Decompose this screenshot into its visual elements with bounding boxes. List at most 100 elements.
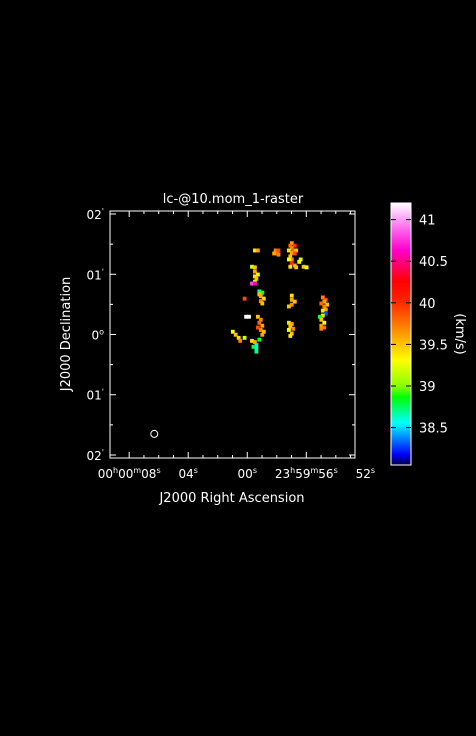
raster-pixel [244,314,248,319]
raster-pixel [319,326,324,331]
raster-pixel [288,254,293,259]
raster-pixel [319,317,324,322]
colorbar-ticks: 38.5 39 39.5 40 40.5 41 [391,214,448,437]
raster-pixel [289,297,294,302]
raster-pixel [250,281,254,286]
raster-pixel [289,322,294,326]
raster-pixel [289,246,294,250]
raster-pixel [250,264,254,269]
raster-pixel [322,325,327,330]
raster-pixel [250,338,254,343]
raster-pixel [260,290,265,295]
raster-pixel [291,248,296,253]
raster-pixel [276,252,281,257]
raster-pixel [260,332,265,337]
y-tick-label: 02' [87,207,104,222]
raster-pixel [323,307,328,312]
raster-pixel [322,299,327,304]
raster-pixel [289,331,294,336]
raster-pixel [319,301,324,306]
raster-pixel [294,265,299,270]
raster-pixel [254,349,259,354]
raster-pixel [256,314,260,319]
raster-pixel [276,248,281,253]
x-tick-label: 04s [178,466,197,481]
raster-pixel [260,323,265,328]
axis-ticks [110,211,355,458]
raster-pixel [287,328,291,332]
raster-pixel [233,332,238,337]
x-tick-labels: 00h00m08s 04s 00s 23h59m56s 52s [98,466,375,481]
colorbar-tick-label: 40.5 [419,255,448,270]
raster-pixel [292,299,297,304]
x-tick-label: 23h59m56s [275,466,338,481]
raster-pixel [256,325,260,330]
raster-pixel [236,335,241,340]
raster-pixel [260,301,265,306]
raster-pixel [258,328,263,332]
raster-pixel [289,293,294,298]
raster-pixel [253,281,257,286]
raster-pixel [256,248,260,253]
raster-pixel [242,296,247,301]
raster-pixel [258,294,263,299]
raster-pixel [291,326,296,331]
colorbar-tick-label: 39.5 [419,338,448,353]
raster-pixel [287,320,291,325]
raster-pixel [289,302,294,307]
raster-pixel [288,324,293,329]
raster-pixel [254,346,259,351]
raster-pixel [261,296,266,301]
raster-pixel [294,248,299,253]
raster-pixel [322,320,327,325]
raster-pixel [272,251,276,256]
raster-pixel [287,304,291,309]
colorbar-tick-label: 38.5 [419,422,448,437]
raster-pixel [253,248,257,253]
raster-pixel [258,299,263,303]
raster-pixel [273,248,278,253]
y-tick-label: 0o [91,328,104,343]
x-tick-label: 00s [238,466,257,481]
colorbar-tick-label: 41 [419,214,436,229]
raster-pixel [301,264,306,269]
raster-pixel [257,337,262,342]
raster-pixel [256,272,260,277]
raster-pixel [289,257,294,262]
raster-pixel [257,289,262,294]
raster-pixel [289,261,294,266]
raster-pixel [287,248,291,253]
raster-pixel [242,335,247,340]
raster-pixel [257,320,262,325]
raster-pixel [288,264,293,269]
raster-pixel [258,317,263,322]
raster-pixel [251,344,256,349]
raster-pixel [253,340,257,344]
raster-pixels [230,241,330,354]
chart-title: lc-@10.mom_1-raster [163,192,304,207]
raster-pixel [304,265,309,270]
raster-pixel [318,314,322,319]
raster-pixel [238,338,243,343]
raster-pixel [288,243,293,248]
raster-pixel [295,257,300,262]
colorbar-tick-label: 40 [419,297,436,312]
y-tick-labels: 02' 01' 0o 01' 02' [87,207,105,463]
x-tick-label: 52s [356,466,375,481]
raster-pixel [322,304,327,309]
raster-pixel [289,241,294,246]
x-tick-label: 00h00m08s [98,466,161,481]
raster-pixel [287,257,291,262]
raster-pixel [254,276,259,281]
raster-pixel [320,308,325,313]
raster-pixel [319,323,324,328]
colorbar-tick-label: 39 [419,380,436,395]
raster-pixel [247,314,251,319]
y-tick-label: 02' [87,448,104,463]
raster-pixel [253,274,257,279]
raster-pixel [297,259,302,264]
raster-pixel [320,313,325,318]
beam-ellipse [150,429,159,438]
raster-pixel [323,311,328,316]
